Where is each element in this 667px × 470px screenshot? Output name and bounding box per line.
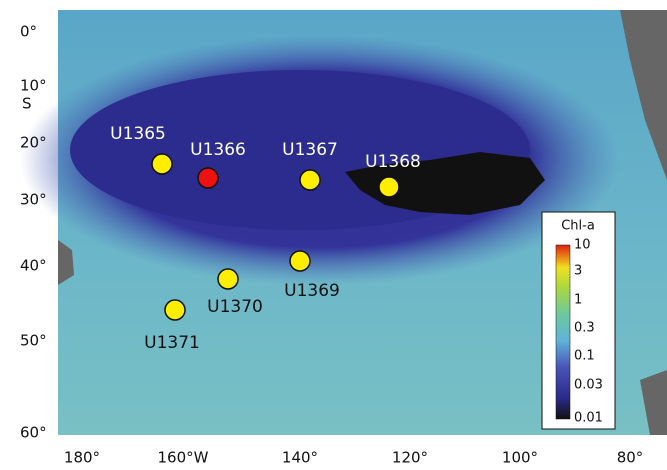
lat-label: 50° — [20, 332, 47, 350]
lon-label: 140° — [282, 449, 318, 467]
site-label: U1366 — [190, 140, 246, 160]
lat-labels: 0° 10° S 20° 30° 40° 50° 60° — [20, 23, 47, 442]
site-marker — [379, 177, 399, 197]
colorbar-label: 0.1 — [574, 349, 595, 364]
site-marker — [198, 168, 218, 188]
colorbar-label: 10 — [574, 238, 591, 253]
lat-label: 0° — [20, 23, 37, 41]
colorbar-title: Chl-a — [561, 219, 595, 234]
lat-label: 10° — [20, 77, 47, 95]
lat-label: 20° — [20, 134, 47, 152]
site-marker — [218, 269, 238, 289]
colorbar-label: 0.3 — [574, 321, 595, 336]
lat-label: 40° — [20, 257, 47, 275]
site-label: U1365 — [110, 124, 166, 144]
lat-label: 30° — [20, 191, 47, 209]
site-marker — [152, 154, 172, 174]
lon-label: 100° — [502, 449, 538, 467]
lat-label: 60° — [20, 424, 47, 442]
lon-label: 80° — [617, 449, 644, 467]
lat-label: S — [22, 95, 32, 113]
colorbar-label: 3 — [574, 264, 582, 279]
colorbar-scale — [556, 245, 570, 419]
site-label: U1371 — [144, 333, 200, 353]
lon-labels: 180° 160°W 140° 120° 100° 80° — [64, 449, 643, 467]
colorbar-label: 0.01 — [574, 411, 603, 426]
colorbar: Chl-a 10 3 1 0.3 0.1 0.03 0.01 — [542, 212, 615, 429]
site-marker — [300, 170, 320, 190]
map-figure: 0° 10° S 20° 30° 40° 50° 60° 180° 160°W … — [0, 0, 667, 470]
site-label: U1370 — [207, 297, 263, 317]
lon-label: 180° — [64, 449, 100, 467]
colorbar-label: 0.03 — [574, 378, 603, 393]
site-label: U1368 — [365, 152, 421, 172]
site-label: U1367 — [282, 140, 338, 160]
site-label: U1369 — [284, 281, 340, 301]
lon-label: 160°W — [158, 449, 209, 467]
site-marker — [165, 300, 185, 320]
site-marker — [290, 251, 310, 271]
lon-label: 120° — [392, 449, 428, 467]
colorbar-label: 1 — [574, 293, 582, 308]
